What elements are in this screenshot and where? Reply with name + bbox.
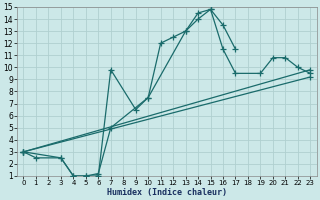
- X-axis label: Humidex (Indice chaleur): Humidex (Indice chaleur): [107, 188, 227, 197]
